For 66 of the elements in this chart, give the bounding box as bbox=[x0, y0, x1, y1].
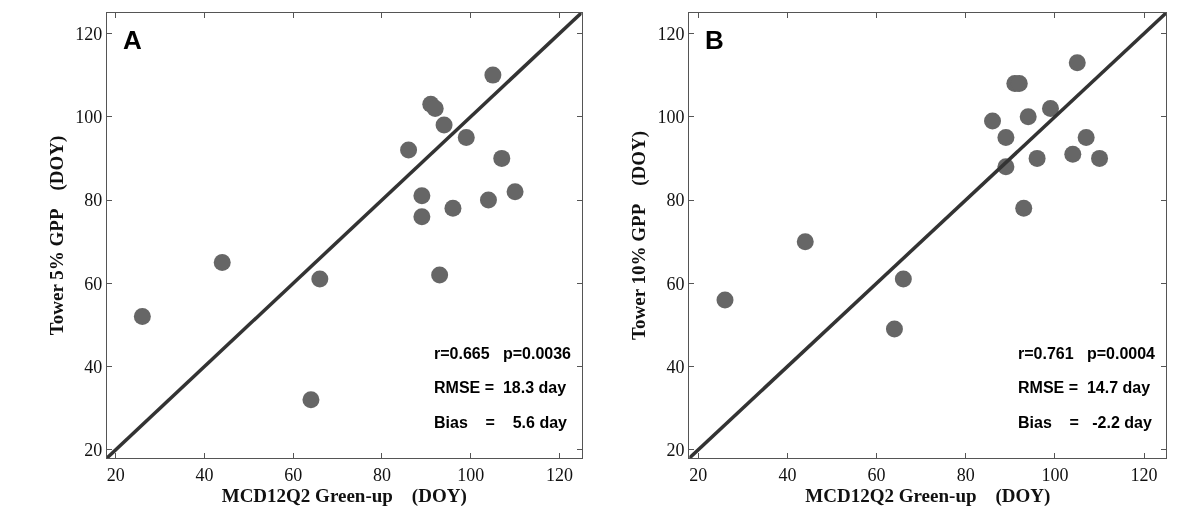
point bbox=[457, 129, 475, 147]
point bbox=[413, 187, 431, 205]
y-tick-label: 40 bbox=[84, 356, 103, 377]
y-tick-label: 120 bbox=[657, 23, 685, 44]
annotation: RMSE = 18.3 day bbox=[434, 379, 567, 396]
annotation: Bias = -2.2 day bbox=[1018, 414, 1152, 431]
annotation: RMSE = 14.7 day bbox=[1018, 379, 1151, 396]
point bbox=[1028, 149, 1046, 167]
x-tick-label: 60 bbox=[867, 464, 886, 485]
annotation: A bbox=[123, 25, 142, 55]
point bbox=[426, 99, 444, 117]
y-tick-label: 80 bbox=[666, 190, 685, 211]
y-tick-label: 40 bbox=[666, 356, 685, 377]
point bbox=[1068, 54, 1086, 72]
point bbox=[413, 208, 431, 226]
y-tick-label: 60 bbox=[666, 273, 685, 294]
x-axis-title: MCD12Q2 Green-up (DOY) bbox=[221, 484, 467, 507]
point bbox=[1077, 129, 1095, 147]
annotation: Bias = 5.6 day bbox=[434, 414, 568, 431]
x-tick-label: 60 bbox=[284, 464, 303, 485]
point bbox=[1091, 149, 1109, 167]
y-axis-title: Tower 5% GPP (DOY) bbox=[46, 135, 68, 336]
x-tick-label: 80 bbox=[956, 464, 975, 485]
annotation: r=0.761 p=0.0004 bbox=[1018, 345, 1156, 362]
x-tick-label: 100 bbox=[457, 464, 485, 485]
point bbox=[444, 199, 462, 217]
point bbox=[133, 308, 151, 326]
y-tick-label: 120 bbox=[75, 23, 103, 44]
x-tick-label: 40 bbox=[778, 464, 797, 485]
y-tick-label: 80 bbox=[84, 190, 103, 211]
x-tick-label: 120 bbox=[545, 464, 573, 485]
point bbox=[796, 233, 814, 251]
x-tick-label: 120 bbox=[1130, 464, 1158, 485]
point bbox=[493, 149, 511, 167]
y-tick-label: 100 bbox=[657, 107, 685, 128]
point bbox=[1019, 108, 1037, 126]
point bbox=[506, 183, 524, 201]
point bbox=[400, 141, 418, 159]
point bbox=[1064, 145, 1082, 163]
point bbox=[435, 116, 453, 134]
point bbox=[1042, 99, 1059, 117]
x-tick-label: 40 bbox=[195, 464, 214, 485]
point bbox=[984, 112, 1002, 130]
point bbox=[484, 66, 502, 84]
point bbox=[302, 391, 320, 409]
point bbox=[1015, 199, 1033, 217]
point bbox=[716, 291, 734, 309]
y-tick-label: 60 bbox=[84, 273, 103, 294]
annotation: r=0.665 p=0.0036 bbox=[434, 345, 572, 362]
x-tick-label: 20 bbox=[689, 464, 708, 485]
point bbox=[431, 266, 449, 284]
x-axis-title: MCD12Q2 Green-up (DOY) bbox=[805, 484, 1051, 507]
y-tick-label: 100 bbox=[75, 107, 103, 128]
point bbox=[479, 191, 497, 209]
x-tick-label: 20 bbox=[106, 464, 125, 485]
point bbox=[894, 270, 912, 288]
point bbox=[885, 320, 903, 338]
y-tick-label: 20 bbox=[84, 440, 103, 461]
point bbox=[311, 270, 329, 288]
point bbox=[213, 253, 231, 271]
point bbox=[997, 129, 1015, 147]
x-tick-label: 80 bbox=[372, 464, 391, 485]
y-axis-title: Tower 10% GPP (DOY) bbox=[628, 130, 651, 340]
annotation: B bbox=[705, 25, 724, 55]
y-tick-label: 20 bbox=[666, 440, 685, 461]
x-tick-label: 100 bbox=[1041, 464, 1069, 485]
